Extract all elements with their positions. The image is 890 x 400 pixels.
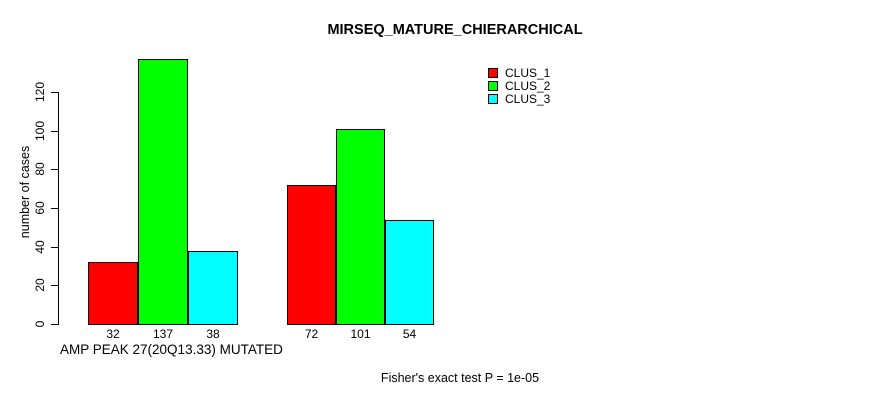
bar-value-label: 32 bbox=[106, 327, 120, 341]
y-tick-label: 100 bbox=[33, 120, 47, 141]
y-tick-label: 0 bbox=[33, 320, 47, 328]
legend-swatch-clus_2 bbox=[488, 80, 498, 91]
y-axis-tick bbox=[51, 130, 58, 132]
y-axis-label: number of cases bbox=[18, 145, 32, 239]
bar-value-label: 54 bbox=[402, 327, 417, 341]
y-axis-tick bbox=[51, 285, 58, 287]
y-tick-label: 20 bbox=[33, 278, 47, 293]
bar-value-label: 72 bbox=[304, 327, 319, 341]
chart-title: MIRSEQ_MATURE_CHIERARCHICAL bbox=[327, 22, 583, 38]
bar-value-label: 101 bbox=[350, 327, 371, 341]
bar-value-label: 38 bbox=[206, 327, 220, 341]
bar-clus_1 bbox=[88, 262, 138, 325]
y-tick-label: 60 bbox=[33, 201, 47, 215]
y-axis-tick bbox=[51, 246, 58, 248]
legend-label-clus_3: CLUS_3 bbox=[505, 91, 551, 106]
bar-clus_2 bbox=[138, 59, 188, 325]
stat-annotation: Fisher's exact test P = 1e-05 bbox=[380, 371, 540, 385]
y-axis-line bbox=[58, 92, 59, 325]
y-tick-label: 120 bbox=[33, 81, 47, 103]
y-axis-tick bbox=[51, 208, 58, 209]
y-tick-label: 40 bbox=[33, 239, 47, 254]
legend-swatch-clus_1 bbox=[488, 68, 498, 78]
bar-clus_3 bbox=[385, 220, 434, 325]
legend-label-clus_1: CLUS_1 bbox=[505, 66, 551, 80]
y-axis-tick bbox=[51, 169, 58, 171]
y-axis-tick bbox=[51, 324, 58, 325]
legend-label-clus_2: CLUS_2 bbox=[505, 78, 551, 93]
y-axis-tick bbox=[51, 92, 58, 93]
bar-clus_1 bbox=[287, 185, 336, 325]
y-tick-label: 80 bbox=[33, 162, 47, 177]
bar-clus_3 bbox=[188, 251, 238, 325]
bar-value-label: 137 bbox=[152, 327, 174, 341]
bar-clus_2 bbox=[336, 129, 385, 325]
x-axis-label: AMP PEAK 27(20Q13.33) MUTATED bbox=[60, 342, 283, 357]
legend-swatch-clus_3 bbox=[488, 93, 498, 104]
